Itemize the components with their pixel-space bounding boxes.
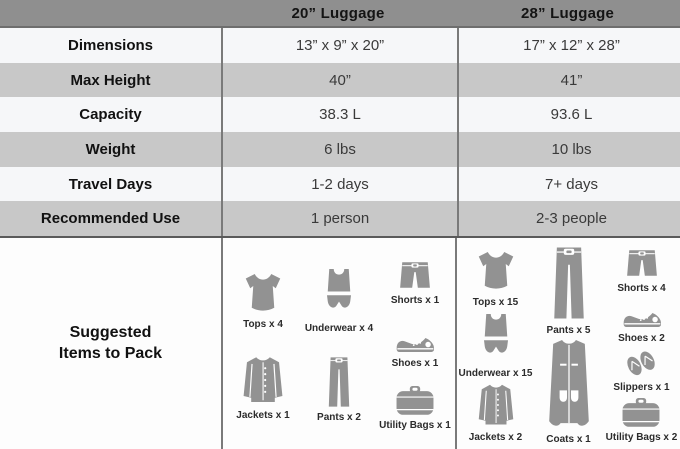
packing-item: Slippers x 1 xyxy=(613,345,670,394)
packing-items-panel-28: Tops x 15 Underwear x 15 Jackets x 2 Pants … xyxy=(455,238,680,449)
shorts-icon xyxy=(390,258,440,292)
column-header-28-luggage: 28” Luggage xyxy=(520,4,615,22)
spec-rows: Dimensions 13” x 9” x 20” 17” x 12” x 28… xyxy=(0,28,680,237)
packing-item: Coats x 1 xyxy=(532,336,606,445)
packing-item: Pants x 5 xyxy=(541,244,597,336)
packing-item-label: Slippers x 1 xyxy=(613,382,670,394)
value-28: 2-3 people xyxy=(457,201,680,237)
packing-items-column: Tops x 4 Jackets x 1 xyxy=(225,244,301,445)
packing-item: Jackets x 1 xyxy=(235,353,291,421)
packing-item: Tops x 15 xyxy=(468,246,524,308)
packing-item-label: Shoes x 2 xyxy=(618,332,665,344)
packing-item: Jackets x 2 xyxy=(468,381,524,443)
packing-items-column: Tops x 15 Underwear x 15 Jackets x 2 xyxy=(459,244,532,445)
header-empty-cell xyxy=(0,0,221,26)
table-row-recommended-use: Recommended Use 1 person 2-3 people xyxy=(0,201,680,237)
utility-bag-icon xyxy=(390,383,440,417)
slippers-icon xyxy=(616,345,666,379)
packing-item: Shoes x 2 xyxy=(617,296,667,344)
value-20: 40” xyxy=(221,62,457,98)
packing-item-label: Pants x 5 xyxy=(546,325,591,336)
value-20: 1 person xyxy=(221,201,457,237)
packing-item-label: Underwear x 15 xyxy=(458,367,533,379)
row-label: Weight xyxy=(85,140,136,158)
jacket-icon xyxy=(235,353,291,407)
table-header-row: 20” Luggage 28” Luggage xyxy=(0,0,680,28)
suggested-items-title-line1: Suggested xyxy=(69,323,152,341)
table-row-travel-days: Travel Days 1-2 days 7+ days xyxy=(0,166,680,202)
packing-item-label: Pants x 2 xyxy=(317,412,361,424)
suggested-items-title: Suggested Items to Pack xyxy=(0,238,221,449)
packing-item: Underwear x 4 xyxy=(305,266,373,334)
packing-item: Shorts x 4 xyxy=(617,246,667,294)
top-icon xyxy=(468,246,524,294)
table-row-dimensions: Dimensions 13” x 9” x 20” 17” x 12” x 28… xyxy=(0,28,680,63)
value-28: 17” x 12” x 28” xyxy=(457,28,680,63)
packing-item-label: Shoes x 1 xyxy=(391,357,439,369)
packing-item: Utility Bags x 2 xyxy=(605,395,678,444)
column-header-20-luggage: 20” Luggage xyxy=(291,4,385,22)
row-label: Recommended Use xyxy=(40,210,181,228)
utility-bag-icon xyxy=(616,395,666,429)
packing-items-column: Pants x 5 Coats x 1 xyxy=(532,244,605,445)
shorts-icon xyxy=(617,246,667,280)
value-28: 7+ days xyxy=(457,166,680,202)
coat-icon xyxy=(532,336,606,431)
packing-items-column: Shorts x 1 Shoes x 1 Utility Bags x 1 xyxy=(377,244,453,445)
packing-item: Utility Bags x 1 xyxy=(379,383,451,431)
table-row-weight: Weight 6 lbs 10 lbs xyxy=(0,132,680,167)
value-20: 13” x 9” x 20” xyxy=(221,28,457,63)
row-label: Capacity xyxy=(79,106,142,124)
packing-item-label: Tops x 4 xyxy=(243,318,283,330)
suggested-items-section: Suggested Items to Pack Tops x 4 Jackets … xyxy=(0,236,680,449)
value-20: 6 lbs xyxy=(221,132,457,167)
packing-item-label: Utility Bags x 1 xyxy=(379,419,451,431)
packing-item-label: Shorts x 1 xyxy=(390,295,440,307)
underwear-icon xyxy=(468,311,524,365)
underwear-icon xyxy=(311,266,367,320)
value-20: 1-2 days xyxy=(221,166,457,202)
packing-item-label: Underwear x 4 xyxy=(304,322,374,334)
packing-items-column: Shorts x 4 Shoes x 2 Slippers x 1 Utility B… xyxy=(605,244,678,445)
shoe-icon xyxy=(617,296,667,330)
pants-icon xyxy=(541,244,597,322)
packing-items-column: Underwear x 4 Pants x 2 xyxy=(301,244,377,445)
value-20: 38.3 L xyxy=(221,97,457,133)
packing-item: Shorts x 1 xyxy=(390,258,440,306)
packing-item: Shoes x 1 xyxy=(390,321,440,369)
packing-item-label: Jackets x 2 xyxy=(468,431,523,443)
shoe-icon xyxy=(390,321,440,355)
packing-item-label: Tops x 15 xyxy=(472,297,519,309)
pants-icon xyxy=(311,355,367,409)
packing-items-panel-20: Tops x 4 Jackets x 1 Underwear x 4 Pants x … xyxy=(221,238,455,449)
packing-item: Tops x 4 xyxy=(235,268,291,330)
jacket-icon xyxy=(468,381,524,429)
table-row-capacity: Capacity 38.3 L 93.6 L xyxy=(0,97,680,133)
row-label: Dimensions xyxy=(67,36,154,54)
packing-item-label: Coats x 1 xyxy=(546,434,591,445)
packing-item: Underwear x 15 xyxy=(458,311,533,379)
packing-item: Pants x 2 xyxy=(311,355,367,423)
row-label: Travel Days xyxy=(68,175,153,193)
value-28: 93.6 L xyxy=(457,97,680,133)
table-row-max-height: Max Height 40” 41” xyxy=(0,62,680,98)
packing-item-label: Utility Bags x 2 xyxy=(605,432,678,444)
top-icon xyxy=(235,268,291,316)
value-28: 41” xyxy=(457,62,680,98)
row-label: Max Height xyxy=(70,71,151,89)
packing-item-label: Shorts x 4 xyxy=(617,282,666,294)
suggested-items-title-line2: Items to Pack xyxy=(58,344,163,362)
packing-item-label: Jackets x 1 xyxy=(236,410,290,422)
value-28: 10 lbs xyxy=(457,132,680,167)
